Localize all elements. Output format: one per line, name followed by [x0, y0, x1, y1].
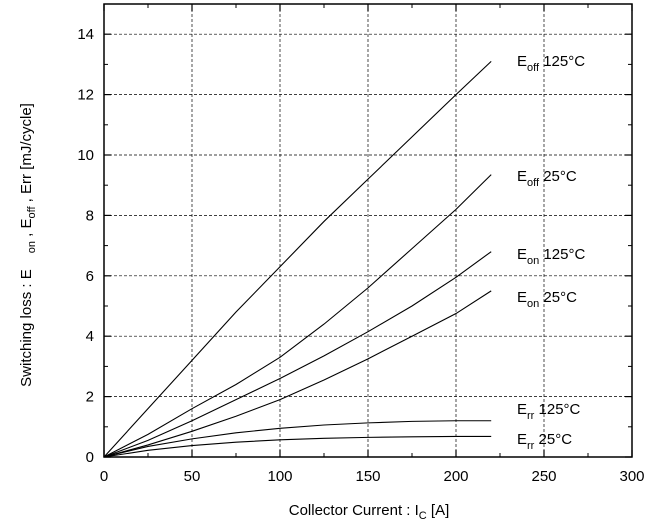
series-line — [103, 290, 492, 458]
series-label: Eoff 125°C — [517, 53, 585, 74]
y-tick-label: 6 — [86, 268, 94, 285]
x-tick-label: 250 — [531, 468, 556, 485]
y-tick-label: 8 — [86, 207, 94, 224]
series-label: Eon 25°C — [517, 289, 577, 310]
y-tick-labels: 0 2 4 6 8 10 12 14 — [77, 26, 94, 466]
series-label: Err 125°C — [517, 401, 581, 422]
x-tick-label: 150 — [355, 468, 380, 485]
series-label: Eoff 25°C — [517, 168, 577, 189]
series-label: Eon 125°C — [517, 246, 585, 267]
x-tick-labels: 0 50 100 150 200 250 300 — [100, 468, 645, 485]
y-tick-label: 4 — [86, 328, 94, 345]
y-tick-label: 12 — [77, 87, 94, 104]
series-line — [103, 251, 492, 458]
series-label: Err 25°C — [517, 431, 572, 452]
series-line — [103, 60, 492, 458]
y-tick-label: 0 — [86, 449, 94, 466]
x-tick-label: 200 — [443, 468, 468, 485]
x-tick-label: 300 — [619, 468, 644, 485]
grid-lines — [104, 4, 632, 457]
series-line — [103, 174, 492, 458]
y-axis-label: Switching loss : Eon , Eoff , Err [mJ/cy… — [18, 103, 38, 387]
x-tick-label: 100 — [267, 468, 292, 485]
y-tick-label: 10 — [77, 147, 94, 164]
x-tick-label: 0 — [100, 468, 108, 485]
y-tick-label: 14 — [77, 26, 94, 43]
series-line — [103, 435, 492, 458]
data-curves — [103, 60, 492, 458]
curve-labels: Eoff 125°C Eoff 25°C Eon 125°C Eon 25°C Err … — [517, 53, 585, 452]
series-line — [103, 420, 492, 458]
tick-marks — [103, 3, 633, 458]
x-axis-label: Collector Current : IC [A] — [289, 502, 450, 522]
y-tick-label: 2 — [86, 389, 94, 406]
x-tick-label: 50 — [184, 468, 201, 485]
